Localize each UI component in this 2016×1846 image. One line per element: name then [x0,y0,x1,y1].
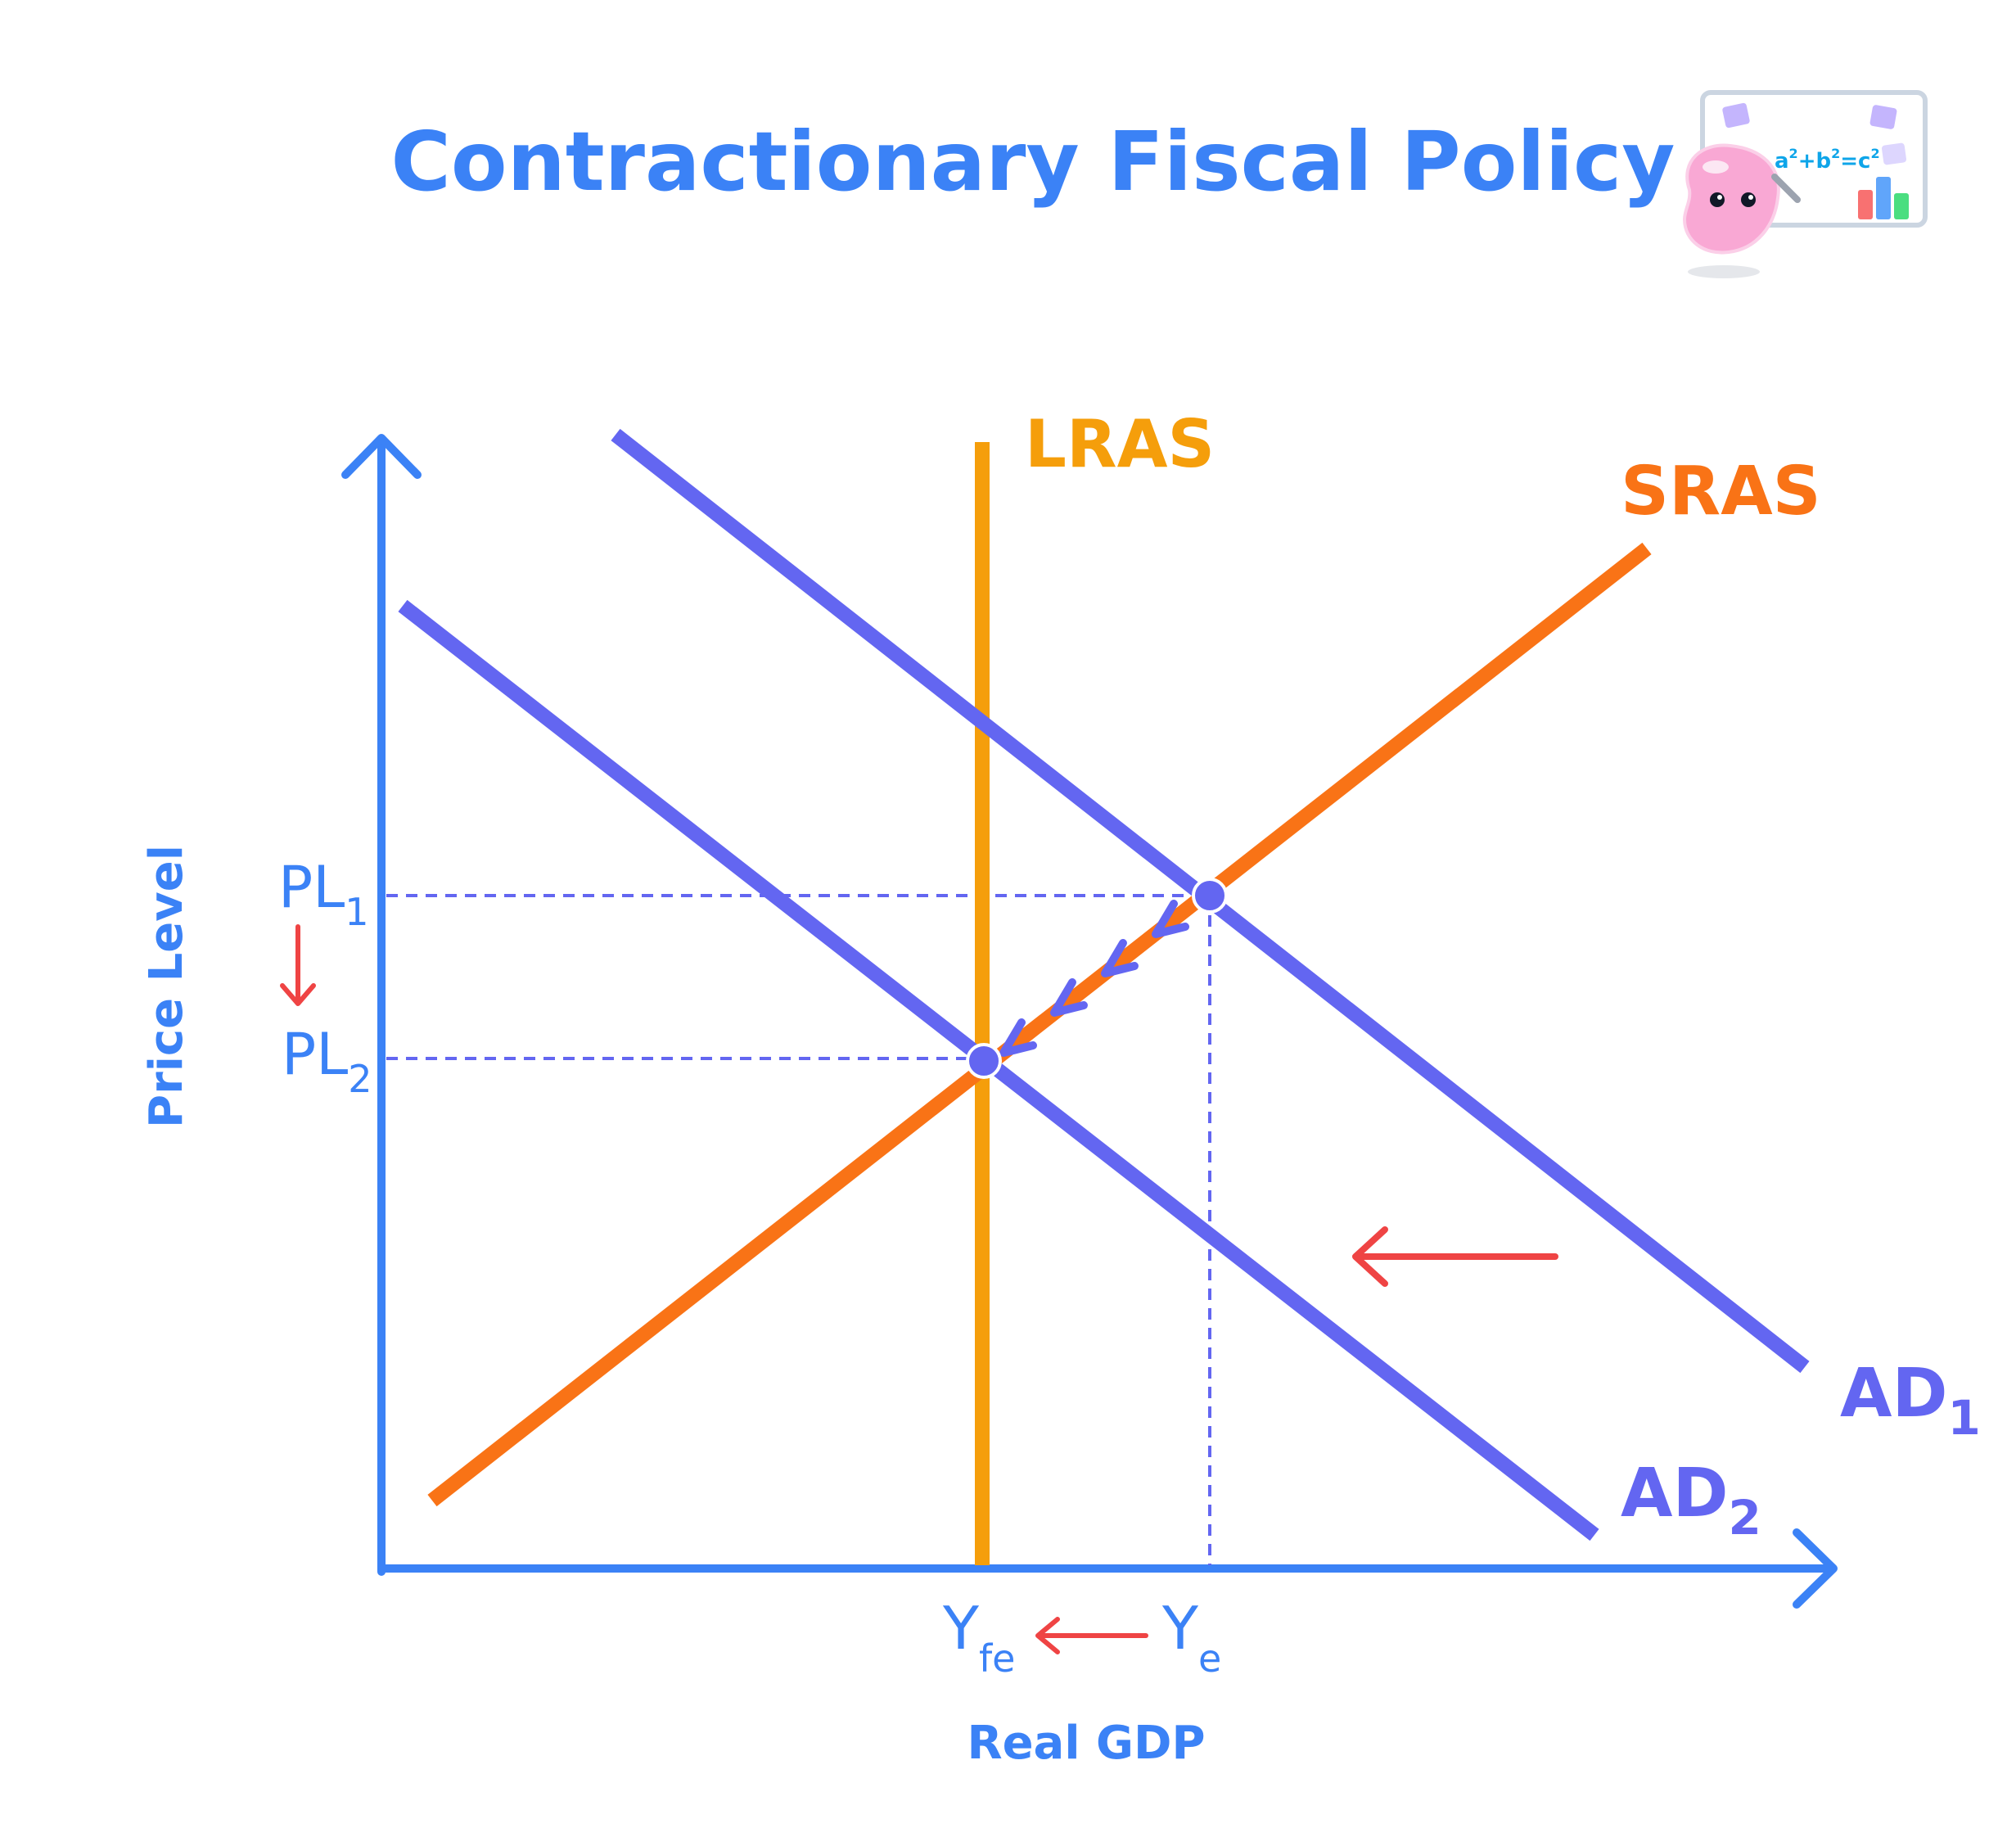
ad2-label: AD2 [1621,1455,1761,1546]
x-axis-label: Real GDP [967,1717,1205,1770]
movement-arrows [999,900,1189,1057]
sras-label: SRAS [1621,453,1821,530]
ad1-label: AD1 [1840,1355,1981,1446]
chevron-down-left-icon [1101,939,1139,977]
mascot-formula: a2+b2=c2 [1775,146,1880,174]
blob-highlight [1703,160,1729,174]
y-axis-arrowhead [341,434,422,479]
ye-label: Ye [1161,1594,1221,1681]
mascot-pencil-icon [1771,174,1801,203]
arrow-down-icon [280,983,316,1006]
equilibrium-point-2 [966,1043,1002,1079]
x-axis-arrowhead [1793,1528,1838,1609]
blob-mascot-icon [1682,143,1780,255]
arrow-left-icon [1035,1617,1060,1654]
pl1-label: PL1 [278,854,369,934]
chevron-down-left-icon [1050,978,1088,1017]
y-axis-label: Price Level [140,845,193,1128]
ad-shift-arrow [1352,1226,1558,1287]
arrow-left-icon [1352,1226,1388,1287]
chevron-down-left-icon [999,1018,1037,1057]
mascot-eye-icon [1741,192,1756,207]
mascot-logo: a2+b2=c2 [1682,90,1928,278]
bar-chart-icon [1858,177,1909,219]
output-decrease-arrow [1035,1617,1148,1654]
yfe-label: Yfe [942,1594,1015,1681]
diagram-title: Contractionary Fiscal Policy [391,114,1675,210]
sticky-note-icon [1881,142,1907,165]
sticky-note-icon [1869,105,1897,129]
mascot-shadow [1688,265,1760,278]
sticky-note-icon [1722,102,1750,129]
axes [341,434,1838,1609]
mascot-eye-icon [1710,192,1725,207]
pl2-label: PL2 [282,1021,372,1101]
price-decrease-arrow [280,924,316,1006]
chevron-down-left-icon [1152,900,1189,938]
sras-curve [427,542,1652,1507]
lras-label: LRAS [1025,406,1215,482]
equilibrium-point-1 [1192,878,1228,914]
